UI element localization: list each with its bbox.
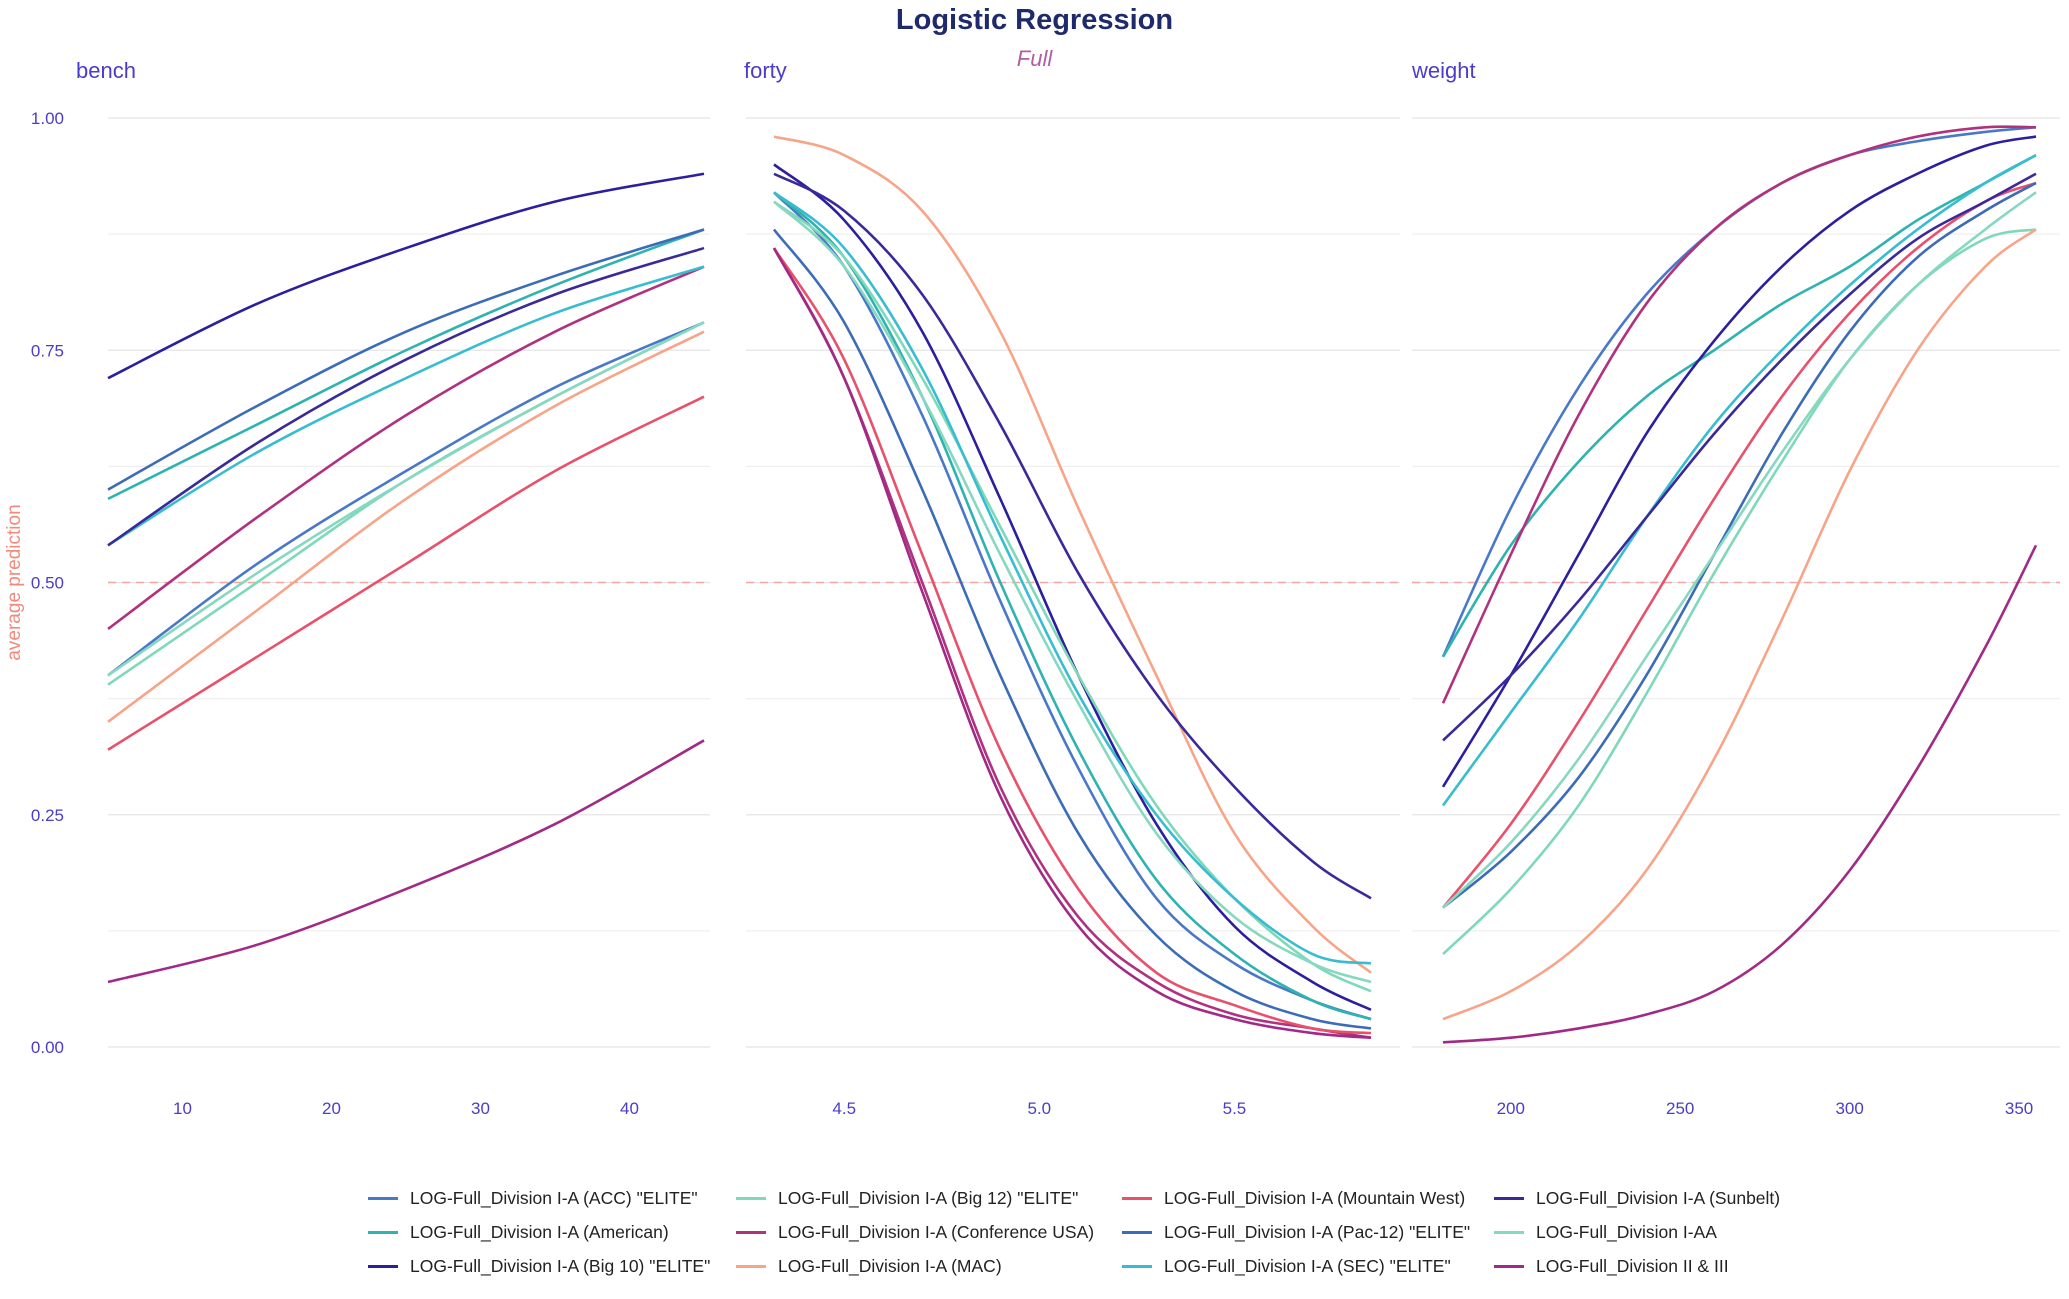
series-line-forty-9 [773,172,1372,900]
series-line-weight-11 [1442,544,2038,1044]
legend-swatch [736,1230,766,1234]
y-axis-title: average prediction [4,504,25,660]
legend-item: LOG-Full_Division I-A (MAC) [736,1252,1002,1280]
legend-item: LOG-Full_Division I-A (Big 12) "ELITE" [736,1184,1078,1212]
legend-label: LOG-Full_Division I-A (ACC) "ELITE" [410,1187,698,1208]
legend-swatch [368,1264,398,1268]
series-line-bench-1 [107,228,705,501]
legend-swatch [736,1264,766,1268]
x-tick-label: 10 [173,1099,192,1118]
x-tick-label: 20 [322,1099,341,1118]
series-line-forty-6 [772,247,1372,1035]
legend-swatch [1122,1196,1152,1200]
series-line-weight-8 [1441,154,2037,807]
legend-label: LOG-Full_Division I-AA [1536,1221,1717,1242]
series-line-forty-3 [773,200,1372,993]
legend-label: LOG-Full_Division I-A (Sunbelt) [1536,1187,1781,1208]
y-tick-label: 0.75 [31,341,64,360]
series-line-weight-9 [1442,172,2037,742]
series-line-bench-8 [107,265,705,547]
legend-swatch [1494,1196,1524,1200]
series-line-weight-3 [1442,228,2037,956]
legend-swatch [1122,1230,1152,1234]
series-line-forty-0 [773,191,1372,1021]
series-line-weight-6 [1441,181,2037,909]
chart-plot-area: average prediction 0.00 0.25 0.50 0.75 1.00 be… [4,58,2060,1118]
series-line-forty-8 [773,191,1372,965]
legend-item: LOG-Full_Division I-A (Conference USA) [736,1218,1094,1246]
series-line-forty-11 [772,247,1372,1040]
x-tick-label: 4.5 [832,1099,856,1118]
x-tick-label: 250 [1666,1099,1694,1118]
y-tick-label: 1.00 [31,109,64,128]
legend-item: LOG-Full_Division I-AA [1494,1218,1717,1246]
panel-label: weight [1411,58,1476,83]
legend-label: LOG-Full_Division I-A (Mountain West) [1164,1187,1466,1208]
legend-swatch [1494,1230,1524,1234]
legend-item: LOG-Full_Division I-A (Mountain West) [1122,1184,1465,1212]
chart-title: Logistic Regression [895,4,1174,36]
series-line-forty-1 [773,191,1372,1021]
y-tick-label: 0.50 [31,574,64,593]
legend-swatch [736,1196,766,1200]
y-tick-label: 0.25 [31,806,64,825]
legend-swatch [1122,1264,1152,1268]
series-line-weight-10 [1442,191,2037,909]
legend-label: LOG-Full_Division II & III [1536,1255,1729,1276]
panel-label: bench [76,58,136,83]
series-line-bench-2 [107,172,705,380]
x-tick-label: 5.5 [1223,1099,1247,1118]
legend-label: LOG-Full_Division I-A (Big 12) "ELITE" [778,1187,1079,1208]
legend-label: LOG-Full_Division I-A (MAC) [778,1255,1002,1276]
legend-item: LOG-Full_Division II & III [1494,1252,1729,1280]
series-line-weight-2 [1441,135,2037,788]
legend-swatch [368,1196,398,1200]
series-line-bench-9 [107,246,705,547]
panel-label: forty [744,58,787,83]
series-line-bench-0 [107,321,705,677]
chart-subtitle: Full [1016,46,1053,71]
x-tick-label: 200 [1497,1099,1525,1118]
x-tick-label: 30 [471,1099,490,1118]
legend-item: LOG-Full_Division I-A (Big 10) "ELITE" [368,1252,710,1280]
series-line-bench-5 [107,330,705,723]
legend-swatch [368,1230,398,1234]
legend-item: LOG-Full_Division I-A (ACC) "ELITE" [368,1184,698,1212]
x-tick-label: 350 [2005,1099,2033,1118]
legend-label: LOG-Full_Division I-A (American) [410,1221,669,1242]
panel-forty: forty 4.5 5.0 5.5 [744,58,1400,1118]
series-line-bench-11 [107,739,705,984]
legend-item: LOG-Full_Division I-A (American) [368,1218,669,1246]
series-line-forty-2 [773,163,1372,1012]
series-line-weight-1 [1441,154,2037,658]
x-tick-label: 5.0 [1028,1099,1052,1118]
legend-swatch [1494,1264,1524,1268]
legend-label: LOG-Full_Division I-A (Pac-12) "ELITE" [1164,1221,1471,1242]
panel-bench: bench 10 20 30 40 [76,58,710,1118]
x-tick-label: 300 [1835,1099,1863,1118]
series-line-forty-10 [773,200,1372,984]
panel-weight: weight 200 250 300 350 [1411,58,2060,1118]
series-line-forty-5 [773,135,1372,974]
series-line-bench-10 [107,321,705,677]
series-line-bench-6 [107,395,705,751]
series-line-forty-7 [772,228,1372,1030]
y-tick-label: 0.00 [31,1038,64,1057]
legend-label: LOG-Full_Division I-A (Conference USA) [778,1221,1095,1242]
legend-item: LOG-Full_Division I-A (Sunbelt) [1494,1184,1780,1212]
series-line-weight-7 [1442,181,2037,909]
x-tick-label: 40 [620,1099,639,1118]
series-line-weight-5 [1442,228,2037,1021]
series-line-weight-4 [1441,125,2037,704]
series-line-bench-4 [107,265,705,630]
legend-label: LOG-Full_Division I-A (SEC) "ELITE" [1164,1255,1451,1276]
legend-item: LOG-Full_Division I-A (SEC) "ELITE" [1122,1252,1451,1280]
series-line-bench-7 [107,228,705,491]
legend-label: LOG-Full_Division I-A (Big 10) "ELITE" [410,1255,711,1276]
legend-item: LOG-Full_Division I-A (Pac-12) "ELITE" [1122,1218,1470,1246]
